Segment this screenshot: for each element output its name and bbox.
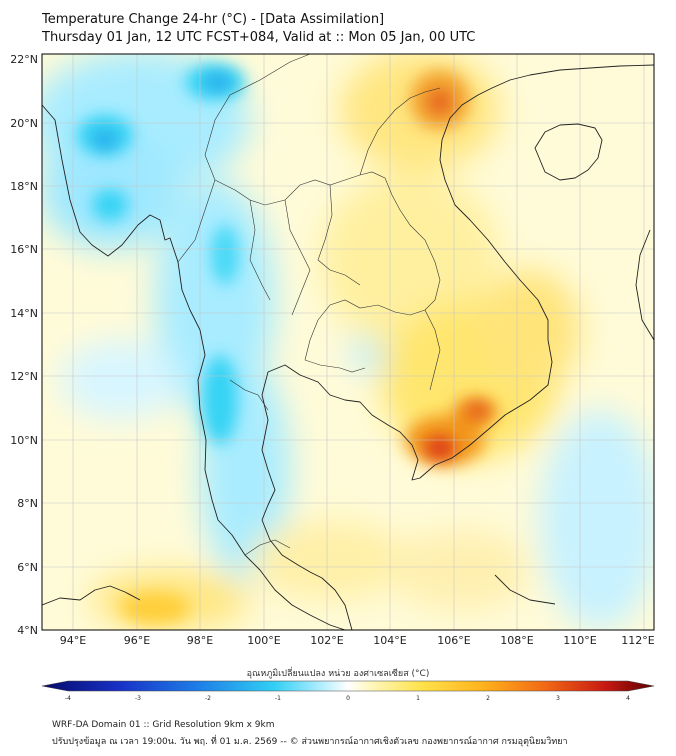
footer-model-info: WRF-DA Domain 01 :: Grid Resolution 9km … [52, 720, 275, 730]
lat-label: 12°N [10, 370, 38, 383]
lat-label: 6°N [17, 561, 38, 574]
lat-label: 18°N [10, 180, 38, 193]
map-title: Temperature Change 24-hr (°C) - [Data As… [42, 12, 385, 27]
map-subtitle: Thursday 01 Jan, 12 UTC FCST+084, Valid … [42, 30, 476, 45]
lon-label: 106°E [437, 634, 470, 647]
graticule [42, 54, 654, 630]
colorbar-tick: -2 [205, 695, 211, 700]
colorbar-tick: -4 [65, 695, 71, 700]
colorbar-tick: 0 [346, 695, 350, 700]
forecast-map: 22°N 20°N 18°N 16°N 14°N 12°N 10°N 8°N 6… [10, 53, 655, 700]
lat-label: 8°N [17, 497, 38, 510]
colorbar-title: อุณหภูมิเปลี่ยนแปลง หน่วย องศาเซลเซียส (… [246, 669, 430, 679]
colorbar-tick: 2 [486, 695, 490, 700]
lon-label: 108°E [500, 634, 533, 647]
lat-label: 20°N [10, 117, 38, 130]
colorbar-tick: -1 [275, 695, 281, 700]
lon-label: 100°E [247, 634, 280, 647]
lon-label: 98°E [187, 634, 213, 647]
colorbar-tick: 4 [626, 695, 630, 700]
lat-label: 10°N [10, 434, 38, 447]
lat-label: 16°N [10, 243, 38, 256]
lat-axis-labels: 22°N 20°N 18°N 16°N 14°N 12°N 10°N 8°N 6… [10, 53, 38, 637]
lon-label: 110°E [563, 634, 596, 647]
lat-label: 14°N [10, 307, 38, 320]
colorbar-tick: 3 [556, 695, 560, 700]
colorbar-tick: 1 [416, 695, 420, 700]
lat-label: 22°N [10, 53, 38, 66]
lat-label: 4°N [17, 624, 38, 637]
plot-frame [41, 53, 655, 631]
colorbar-ramp [41, 680, 655, 692]
footer-credit: ปรับปรุงข้อมูล ณ เวลา 19:00น. วัน พฤ. ที… [52, 737, 568, 747]
lon-label: 112°E [621, 634, 654, 647]
lon-label: 96°E [124, 634, 150, 647]
lon-label: 104°E [373, 634, 406, 647]
lon-label: 94°E [60, 634, 86, 647]
coastlines [42, 64, 654, 630]
lon-label: 102°E [310, 634, 343, 647]
temperature-field [42, 54, 654, 630]
colorbar: -4 -3 -2 -1 0 1 2 3 4 [41, 680, 655, 700]
colorbar-tick: -3 [135, 695, 141, 700]
country-borders [177, 54, 441, 556]
lon-axis-labels: 94°E 96°E 98°E 100°E 102°E 104°E 106°E 1… [60, 634, 655, 647]
